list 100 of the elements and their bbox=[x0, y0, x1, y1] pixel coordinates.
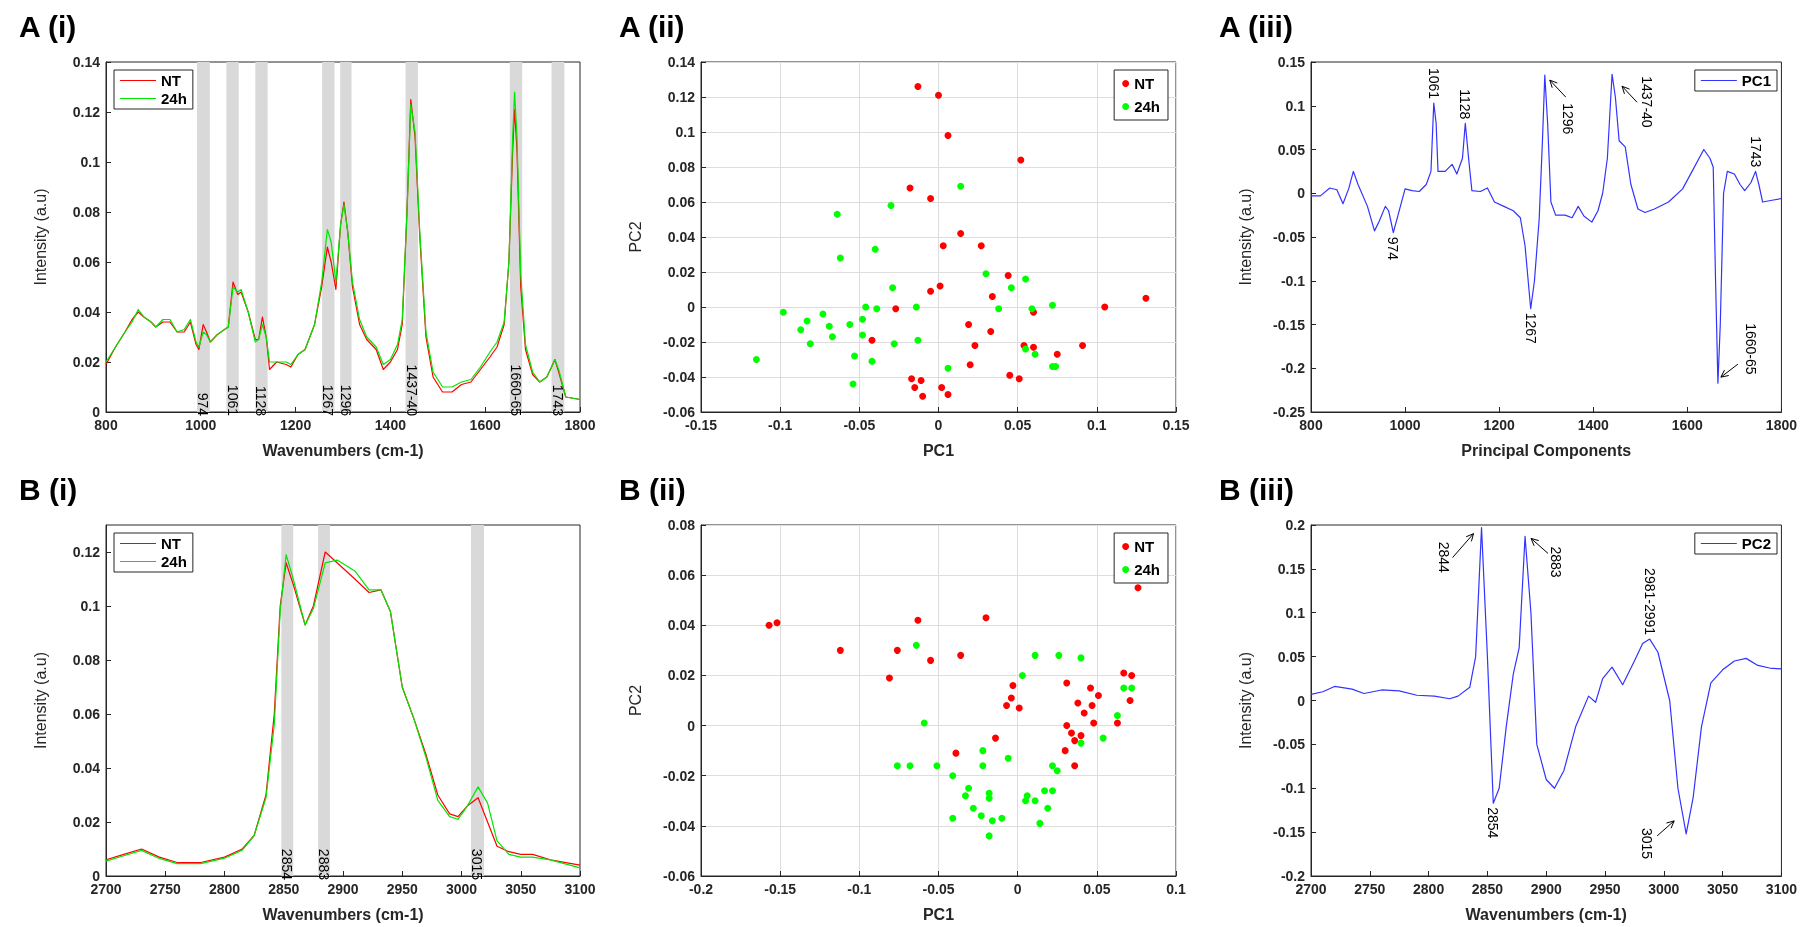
x-tick-label: 2900 bbox=[327, 881, 359, 897]
y-axis-title: Intensity (a.u) bbox=[31, 652, 49, 749]
y-tick-label: 0.08 bbox=[667, 517, 696, 533]
y-tick-label: 0.1 bbox=[80, 154, 101, 170]
x-tick-label: 1400 bbox=[374, 417, 407, 433]
point bbox=[1053, 350, 1061, 358]
point bbox=[859, 331, 866, 339]
x-axis-title: Wavenumbers (cm-1) bbox=[1465, 905, 1627, 923]
band-label: 1660-65 bbox=[508, 364, 525, 417]
x-tick-label: 2750 bbox=[149, 881, 182, 897]
y-axis-title: PC2 bbox=[626, 684, 644, 717]
point bbox=[912, 641, 920, 649]
point bbox=[985, 794, 993, 802]
x-tick-label: 2700 bbox=[90, 881, 122, 897]
point bbox=[944, 391, 952, 398]
y-tick-label: -0.25 bbox=[1273, 404, 1306, 420]
x-tick-label: 2800 bbox=[208, 881, 241, 897]
point bbox=[927, 656, 935, 664]
point bbox=[914, 83, 922, 90]
point bbox=[1113, 719, 1121, 727]
point bbox=[1052, 363, 1060, 370]
band-label: 1743 bbox=[549, 384, 566, 417]
annotation: 2854 bbox=[1485, 807, 1502, 839]
annotation: 1660-65 bbox=[1742, 323, 1759, 375]
y-tick-label: 0.08 bbox=[72, 652, 101, 668]
point bbox=[919, 392, 927, 400]
legend-label: PC1 bbox=[1741, 72, 1772, 89]
legend-label: NT bbox=[161, 72, 181, 89]
point bbox=[1071, 762, 1079, 770]
x-tick-label: 1600 bbox=[469, 417, 501, 433]
point bbox=[1090, 719, 1098, 727]
y-tick-label: -0.2 bbox=[1280, 360, 1306, 377]
point bbox=[965, 784, 973, 792]
x-tick-label: 0.15 bbox=[1162, 417, 1190, 433]
y-tick-label: -0.05 bbox=[1273, 229, 1306, 245]
point bbox=[851, 352, 859, 360]
x-tick-label: -0.1 bbox=[768, 417, 793, 433]
y-tick-label: 0.02 bbox=[72, 354, 101, 370]
point bbox=[957, 230, 965, 237]
y-tick-label: 0.02 bbox=[72, 814, 101, 830]
y-tick-label: 0.1 bbox=[675, 124, 696, 140]
point bbox=[1015, 704, 1023, 712]
point bbox=[1006, 371, 1014, 379]
chart-title: A (ii) bbox=[619, 9, 685, 43]
point bbox=[1101, 303, 1109, 311]
x-tick-label: 1600 bbox=[1671, 417, 1704, 433]
annotation: 1267 bbox=[1522, 312, 1539, 345]
point bbox=[988, 293, 996, 300]
y-tick-label: 0 bbox=[687, 299, 696, 315]
point bbox=[1088, 702, 1096, 710]
band-label: 1061 bbox=[224, 384, 241, 417]
point bbox=[949, 814, 957, 822]
y-axis-title: PC2 bbox=[626, 221, 644, 253]
point bbox=[957, 651, 965, 659]
point bbox=[917, 377, 925, 384]
legend-label: NT bbox=[161, 535, 181, 552]
x-tick-label: 1000 bbox=[185, 417, 217, 433]
point bbox=[1022, 345, 1030, 353]
point bbox=[1036, 819, 1044, 827]
point bbox=[1063, 722, 1071, 730]
point bbox=[961, 792, 969, 800]
y-tick-label: 0.08 bbox=[667, 159, 696, 175]
point bbox=[885, 674, 893, 682]
y-tick-label: -0.15 bbox=[1273, 824, 1306, 841]
point bbox=[912, 303, 920, 311]
y-tick-label: -0.04 bbox=[663, 817, 696, 834]
band-label: 2854 bbox=[279, 848, 296, 881]
legend-label: 24h bbox=[161, 90, 187, 107]
point bbox=[982, 614, 990, 622]
point bbox=[1134, 584, 1142, 592]
x-tick-label: 800 bbox=[94, 417, 118, 433]
x-tick-label: 2800 bbox=[1413, 881, 1445, 897]
y-tick-label: -0.05 bbox=[1273, 736, 1306, 753]
x-tick-label: 2950 bbox=[386, 881, 419, 897]
x-tick-label: 2950 bbox=[1589, 881, 1621, 897]
point bbox=[1077, 732, 1085, 740]
x-tick-label: 2900 bbox=[1530, 881, 1562, 897]
point bbox=[944, 132, 952, 139]
y-tick-label: 0.2 bbox=[1285, 517, 1306, 533]
point bbox=[966, 361, 974, 369]
point bbox=[911, 384, 919, 391]
point bbox=[1079, 342, 1087, 349]
y-tick-label: 0 bbox=[687, 717, 696, 734]
point bbox=[889, 284, 897, 292]
point bbox=[1049, 301, 1056, 309]
point bbox=[971, 342, 979, 349]
x-axis-title: Principal Components bbox=[1461, 441, 1632, 459]
point bbox=[1031, 651, 1039, 659]
x-axis-title: PC1 bbox=[922, 441, 955, 459]
band-label: 1437-40 bbox=[403, 364, 420, 417]
x-tick-label: 2850 bbox=[1471, 881, 1504, 897]
y-tick-label: 0.14 bbox=[667, 54, 696, 70]
y-tick-label: 0.15 bbox=[1277, 54, 1306, 70]
point bbox=[1007, 284, 1015, 292]
point bbox=[893, 762, 901, 770]
point bbox=[987, 328, 995, 335]
point bbox=[1126, 697, 1134, 704]
y-tick-label: 0.06 bbox=[667, 567, 696, 584]
y-tick-label: 0.02 bbox=[667, 667, 696, 684]
y-tick-label: 0.08 bbox=[72, 204, 101, 220]
